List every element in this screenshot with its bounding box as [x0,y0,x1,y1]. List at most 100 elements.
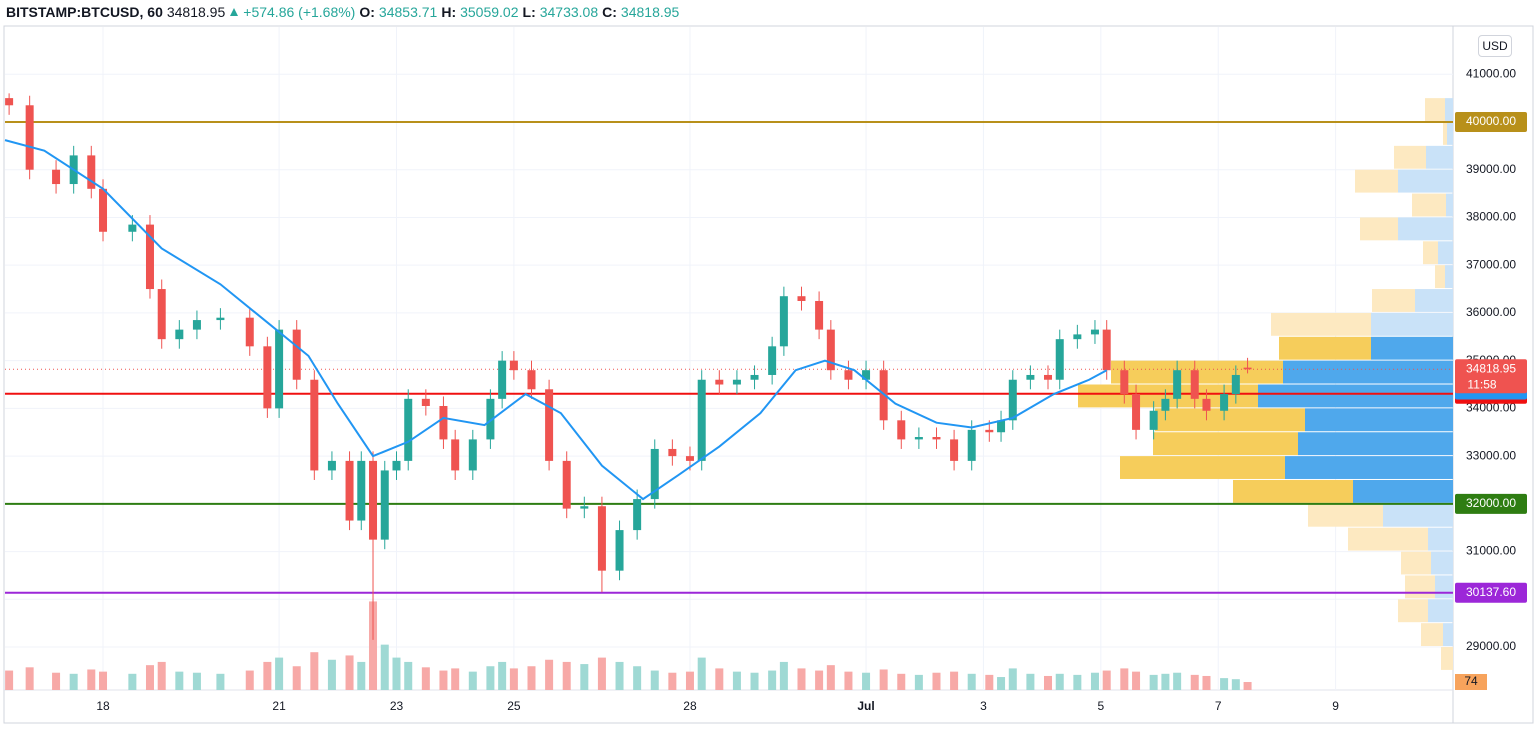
profile-up [1447,121,1453,145]
x-tick-label: Jul [857,699,874,713]
volume-bar [310,652,319,690]
y-tick-label: 37000.00 [1466,257,1516,271]
volume-bar [527,666,536,690]
candle-body [597,506,606,571]
candle-body [768,346,777,375]
x-tick-label: 9 [1332,699,1339,713]
volume-tag [1455,674,1487,691]
candle-body [345,460,354,521]
candle-body [815,300,824,330]
volume-bar [750,672,759,690]
frame [3,25,1534,724]
volume-bar [1190,674,1199,690]
volume-bar [357,661,366,690]
volume-bar [128,673,137,690]
profile-up [1398,169,1453,193]
high-label: H: [441,4,457,20]
candle-body [369,460,378,540]
candle-body [509,360,518,371]
volume-bar [25,667,34,690]
profile-up [1371,336,1453,360]
profile-up [1353,479,1453,503]
volume-bar [1220,678,1229,690]
level-tag-label: 30137.60 [1466,585,1516,599]
candle-body [779,296,788,347]
currency-button[interactable]: USD [1478,35,1512,57]
volume-bar [914,674,923,690]
level-tag [1455,493,1527,514]
level-tag-label: 32000.00 [1466,496,1516,510]
y-tick-label: 41000.00 [1466,66,1516,80]
profile-up [1298,432,1453,456]
x-tick-label: 3 [980,699,987,713]
candle-body [562,460,571,509]
candle-body [1190,370,1199,399]
profile-down [1279,336,1371,360]
volume-bar [1120,668,1129,690]
volume-bar [815,670,824,690]
candle-body [87,155,96,189]
candle-body [580,506,589,509]
candle-body [263,346,272,409]
volume-bar [668,672,677,690]
profile-down [1308,503,1383,527]
candle-body [486,398,495,440]
candle-body [1231,374,1240,395]
candle-body [451,439,460,471]
candle-body [1102,329,1111,371]
volume-bar [392,657,401,690]
volume-bar [1231,679,1240,690]
candle-body [357,460,366,521]
candle-body [897,420,906,440]
candle-body [52,169,61,185]
volume-bar [1173,672,1182,690]
profile-up [1415,289,1453,312]
volume-bar [5,670,14,690]
high-value: 35059.02 [460,4,519,20]
y-tick-label: 33000.00 [1466,448,1516,462]
low-label: L: [522,4,536,20]
candle-body [157,289,166,340]
volume-bar [52,672,61,690]
profile-down [1233,479,1353,503]
volume-bar [263,661,272,690]
profile-down [1405,575,1435,599]
volume-bar [615,661,624,690]
volume-bar [327,659,336,690]
volume-bar [997,677,1006,690]
volume-tag-label: 74 [1464,674,1478,688]
x-tick-label: 5 [1097,699,1104,713]
candle-body [967,429,976,461]
profile-down [1421,623,1443,647]
volume-bar [245,670,254,690]
volume-bar [498,661,507,690]
candle-body [468,439,477,471]
candle-body [997,420,1006,433]
x-tick-label: 23 [390,699,404,713]
candle-body [310,379,319,471]
profile-up [1285,456,1453,479]
volume-bar [879,669,888,690]
volume-bar [1055,673,1064,690]
volume-bar [509,668,518,690]
candle-body [128,224,137,232]
candle-body [1132,394,1141,430]
profile-up [1371,312,1453,336]
candle-body [826,329,835,371]
profile-down [1155,408,1305,432]
candle-body [985,429,994,433]
volume-bar [844,671,853,690]
volume-bar [1243,682,1252,690]
y-tick-label: 38000.00 [1466,210,1516,224]
candle-body [392,460,401,471]
candle-body [615,530,624,571]
candle-body [1243,367,1252,370]
profile-down [1360,217,1398,241]
profile-up [1445,265,1453,289]
profile-down [1394,145,1426,169]
candle-body [862,370,871,380]
volume-bar [950,671,959,690]
volume-bar [1202,675,1211,690]
